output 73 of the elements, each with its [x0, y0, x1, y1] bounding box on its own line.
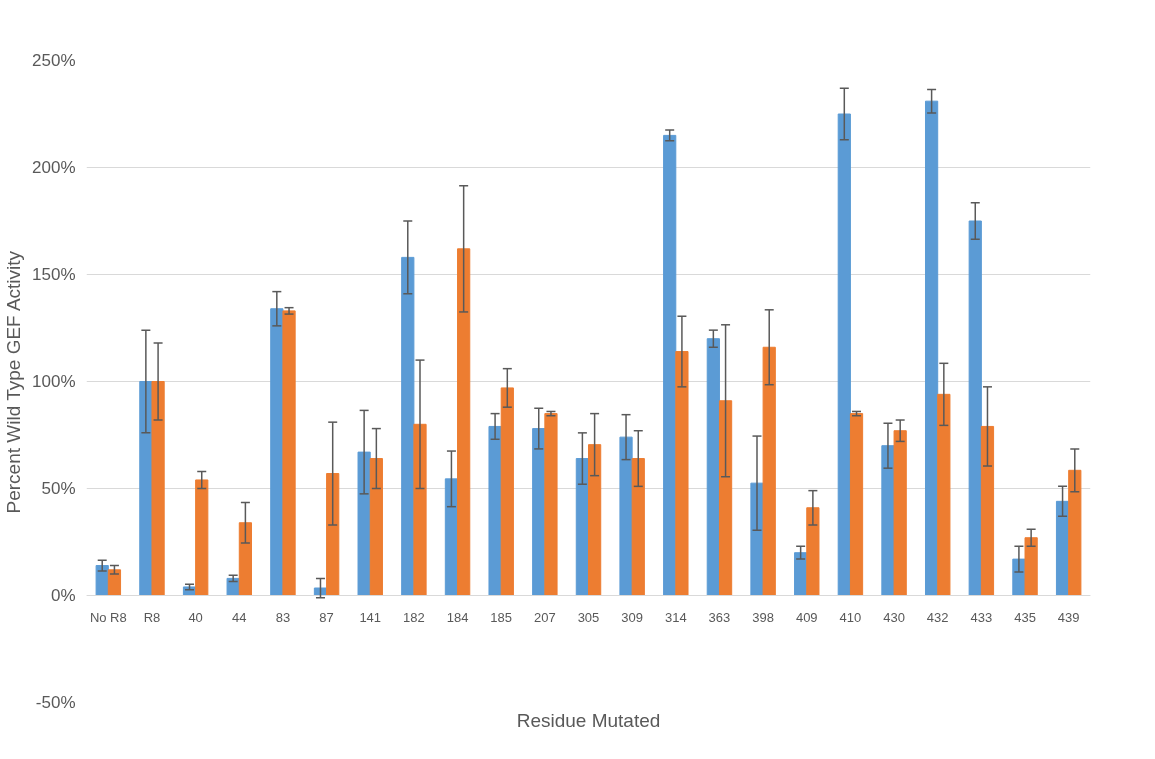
bar — [401, 256, 415, 596]
bar — [532, 428, 546, 596]
x-tick-label: R8 — [143, 609, 161, 625]
x-tick-label: 185 — [490, 609, 513, 625]
y-tick-label: 200% — [32, 158, 76, 177]
bar — [980, 425, 995, 596]
bar — [544, 413, 558, 596]
x-tick-label: 410 — [839, 609, 862, 625]
x-tick-label: 184 — [446, 609, 469, 625]
x-tick-label: 305 — [577, 609, 600, 625]
bar — [706, 338, 720, 596]
x-tick-label: 314 — [664, 609, 687, 625]
bar — [762, 346, 776, 596]
bar — [500, 387, 514, 596]
bar — [588, 444, 602, 596]
x-tick-label: 409 — [795, 609, 818, 625]
x-tick-label: 309 — [621, 609, 644, 625]
x-axis-title: Residue Mutated — [516, 709, 661, 731]
bar — [718, 400, 733, 596]
x-tick-label: 40 — [188, 609, 203, 625]
bar — [1024, 537, 1038, 596]
y-tick-label: 250% — [32, 51, 76, 70]
x-tick-label: 430 — [883, 609, 905, 625]
bar — [195, 479, 209, 596]
bar — [575, 458, 589, 596]
bar — [444, 478, 459, 596]
y-tick-label: 50% — [41, 479, 76, 498]
y-tick-label: -50% — [35, 693, 76, 712]
bar — [238, 522, 253, 596]
x-tick-label: 182 — [403, 609, 425, 625]
x-tick-label: 207 — [534, 609, 556, 625]
x-tick-label: 433 — [970, 609, 993, 625]
bar — [282, 310, 296, 596]
bar — [663, 134, 677, 596]
x-tick-label: No R8 — [89, 609, 127, 625]
x-tick-label: 435 — [1014, 609, 1036, 625]
bar — [893, 430, 907, 596]
bar — [488, 425, 502, 596]
bar — [619, 436, 633, 596]
bar — [1068, 469, 1082, 596]
bar — [369, 458, 383, 596]
y-axis-title: Percent Wild Type GEF Activity — [3, 250, 25, 514]
bar — [837, 113, 851, 596]
bar — [849, 413, 864, 596]
bar — [95, 565, 109, 596]
y-tick-label: 0% — [50, 586, 76, 605]
y-tick-label: 100% — [32, 372, 76, 391]
x-tick-label: 83 — [275, 609, 291, 625]
x-tick-label: 87 — [319, 609, 334, 625]
bar — [457, 248, 471, 596]
bar — [326, 473, 340, 596]
bar — [270, 308, 284, 596]
bar — [968, 220, 982, 596]
x-tick-label: 44 — [232, 609, 247, 625]
x-tick-label: 432 — [926, 609, 949, 625]
bar — [881, 445, 895, 596]
x-tick-label: 398 — [752, 609, 774, 625]
x-tick-label: 363 — [708, 609, 731, 625]
bar — [924, 100, 939, 596]
bar — [631, 458, 645, 596]
bar — [357, 451, 371, 596]
x-tick-label: 439 — [1057, 609, 1080, 625]
bar — [937, 393, 951, 596]
bar — [139, 381, 153, 596]
bar — [151, 381, 165, 596]
bar — [107, 569, 122, 596]
x-tick-label: 141 — [359, 609, 382, 625]
bar — [226, 577, 240, 596]
y-tick-label: 150% — [32, 265, 76, 284]
bar — [806, 507, 820, 596]
bar — [1055, 500, 1070, 596]
bar — [413, 423, 427, 596]
bar — [675, 351, 689, 596]
